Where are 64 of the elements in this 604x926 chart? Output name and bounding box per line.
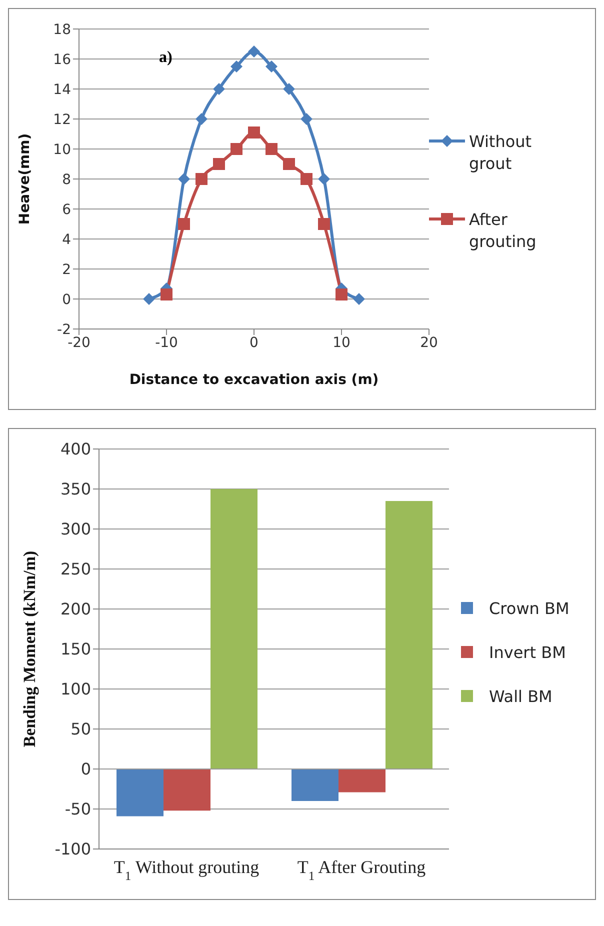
point — [266, 143, 278, 155]
point — [248, 126, 260, 138]
bar — [116, 769, 164, 816]
bar — [386, 501, 432, 769]
point — [300, 113, 312, 125]
point — [213, 158, 225, 170]
point — [230, 143, 242, 155]
point — [353, 293, 365, 305]
y-tick-label: 250 — [60, 560, 91, 579]
point — [160, 288, 172, 300]
point — [196, 113, 208, 125]
y-tick-label: 200 — [60, 600, 91, 619]
y-tick-label: 0 — [80, 760, 91, 779]
y-tick-label: 10 — [53, 142, 71, 158]
bar — [210, 489, 258, 769]
x-tick-label: 10 — [332, 334, 350, 351]
y-tick-label: 14 — [53, 82, 72, 98]
legend-label: Wall BM — [489, 686, 552, 708]
point — [213, 83, 225, 95]
point — [318, 173, 330, 185]
legend-label: After grouting — [469, 209, 538, 253]
bar — [338, 769, 386, 792]
y-tick-label: 50 — [70, 720, 91, 739]
y-tick-label: 0 — [62, 292, 71, 308]
bar — [292, 769, 338, 801]
y-tick-label: 2 — [62, 262, 71, 278]
point — [196, 173, 208, 185]
y-tick-label: 150 — [60, 640, 91, 659]
point — [230, 60, 242, 72]
point — [300, 173, 312, 185]
annotation: a) — [159, 49, 172, 67]
point — [318, 218, 330, 230]
y-axis-title: Bending Moment (kNm/m) — [20, 550, 40, 748]
y-tick-label: 18 — [53, 22, 71, 38]
legend-label: Invert BM — [489, 642, 566, 664]
y-tick-label: 8 — [62, 172, 71, 188]
y-tick-label: 400 — [60, 440, 91, 459]
y-tick-label: -100 — [54, 840, 91, 859]
legend-label: Crown BM — [489, 598, 570, 620]
point — [283, 83, 295, 95]
legend-label: Without grout — [469, 131, 533, 175]
y-tick-label: -50 — [64, 800, 91, 819]
x-tick-label: T$_{1}$ After Grouting — [297, 857, 426, 883]
x-tick-label: 0 — [250, 334, 258, 351]
point — [143, 293, 155, 305]
y-tick-label: 6 — [62, 202, 72, 218]
point — [248, 46, 260, 58]
y-tick-label: 16 — [53, 52, 72, 68]
point — [178, 218, 190, 230]
point — [336, 288, 348, 300]
point — [283, 158, 295, 170]
y-tick-label: 12 — [53, 112, 71, 128]
point — [178, 173, 190, 185]
x-tick-label: T$_{1}$ Without grouting — [114, 857, 260, 883]
y-tick-label: 4 — [62, 232, 72, 248]
bar — [164, 769, 210, 811]
x-axis-title: Distance to excavation axis (m) — [129, 372, 379, 388]
y-tick-label: 100 — [60, 680, 91, 699]
point — [266, 60, 278, 72]
y-axis-title: Heave(mm) — [16, 133, 33, 225]
x-tick-label: 20 — [420, 334, 438, 351]
y-tick-label: 300 — [60, 520, 91, 539]
y-tick-label: 350 — [60, 480, 91, 499]
x-tick-label: -10 — [155, 334, 178, 351]
